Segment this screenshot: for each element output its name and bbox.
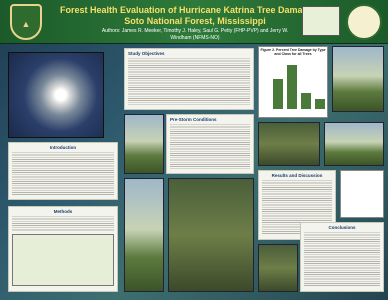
section-heading: Results and Discussion — [271, 173, 323, 178]
text-block — [12, 151, 114, 195]
forest-photo — [258, 122, 320, 166]
chart-title: Figure 2. Percent Tree Damage by Type an… — [260, 48, 326, 56]
introduction-panel: Introduction — [8, 142, 118, 200]
conditions-panel: Pre-Storm Conditions — [166, 114, 254, 174]
damage-chart: Figure 2. Percent Tree Damage by Type an… — [258, 46, 328, 118]
bar-shape — [315, 99, 325, 109]
state-map — [302, 6, 340, 36]
fhp-logo — [346, 4, 382, 40]
usfs-logo: ▲ — [10, 4, 42, 40]
methods-panel: Methods — [8, 206, 118, 292]
section-heading: Study Objectives — [128, 51, 165, 56]
results-chart — [340, 170, 384, 218]
section-heading: Conclusions — [328, 225, 356, 230]
satellite-image — [8, 52, 104, 138]
forest-photo — [168, 178, 254, 292]
forest-photo — [258, 244, 298, 292]
bar-shape — [273, 79, 283, 109]
text-block — [170, 123, 250, 169]
forest-photo — [124, 178, 164, 292]
text-block — [304, 231, 380, 287]
study-map — [12, 234, 114, 286]
section-heading: Methods — [53, 209, 73, 214]
forest-photo — [324, 122, 384, 166]
objectives-panel: Study Objectives — [124, 48, 254, 110]
text-block — [12, 215, 114, 231]
forest-photo — [124, 114, 164, 174]
bar-shape — [301, 93, 311, 109]
bar-shape — [287, 65, 297, 109]
forest-photo — [332, 46, 384, 112]
poster-title: Forest Health Evaluation of Hurricane Ka… — [59, 5, 331, 26]
poster-authors: Authors: James R. Meeker, Timothy J. Hal… — [101, 28, 289, 41]
section-heading: Pre-Storm Conditions — [170, 117, 217, 122]
text-block — [128, 57, 250, 105]
section-heading: Introduction — [49, 145, 77, 150]
conclusions-panel: Conclusions — [300, 222, 384, 292]
